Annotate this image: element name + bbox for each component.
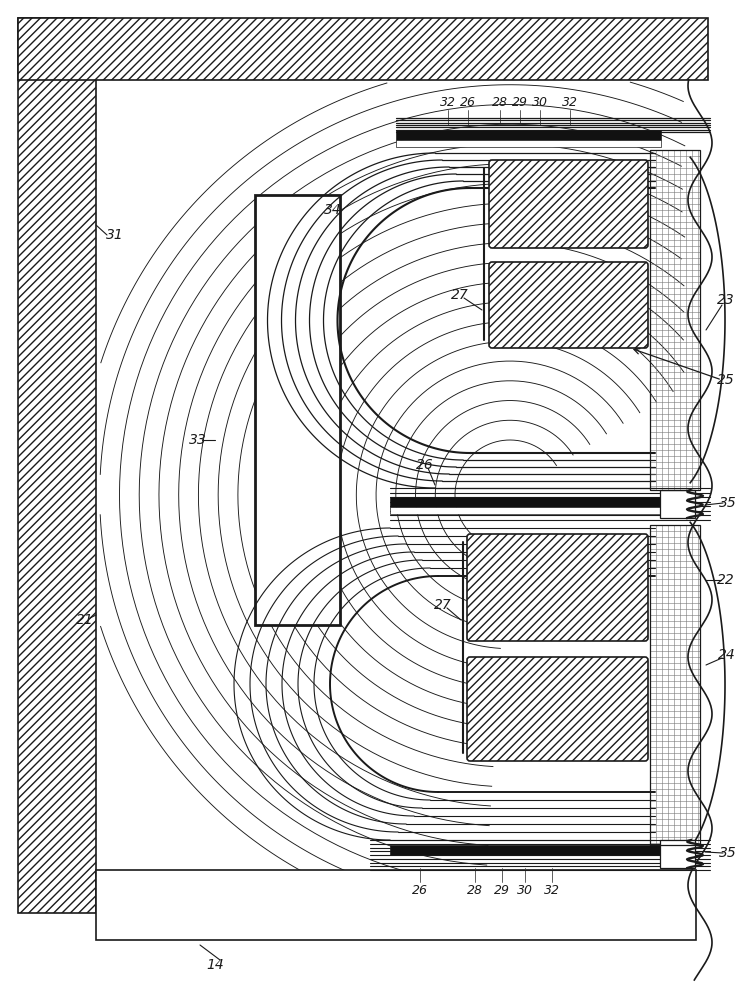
Text: 32: 32 [440,96,456,108]
Bar [390,507,660,514]
Text: 27: 27 [434,598,452,612]
FancyBboxPatch shape [467,534,648,641]
Text: 34: 34 [324,203,342,217]
Bar [396,130,661,140]
Text: 28: 28 [492,96,508,108]
Bar [96,80,701,915]
FancyBboxPatch shape [489,160,648,248]
Bar [660,490,695,518]
FancyBboxPatch shape [489,262,648,348]
Text: 35: 35 [719,846,737,860]
Text: 29: 29 [494,884,510,896]
Text: 30: 30 [517,884,533,896]
Text: 25: 25 [717,373,735,387]
Text: 21: 21 [76,613,94,627]
Bar [660,840,695,868]
FancyBboxPatch shape [467,657,648,761]
Text: 23: 23 [717,293,735,307]
Text: 26: 26 [412,884,428,896]
Bar [390,845,660,855]
Text: 14: 14 [206,958,224,972]
Bar [255,195,340,625]
Text: 26: 26 [460,96,476,108]
Text: 28: 28 [467,884,483,896]
Text: 33: 33 [189,433,207,447]
Text: 26: 26 [416,458,434,472]
Text: 31: 31 [106,228,124,242]
Text: 30: 30 [532,96,548,108]
Text: 24: 24 [718,648,736,662]
Text: 29: 29 [512,96,528,108]
Bar [650,525,700,845]
Bar [96,870,696,940]
Bar [650,150,700,490]
Text: 22: 22 [717,573,735,587]
Text: 32: 32 [544,884,560,896]
Bar [18,18,96,913]
Bar [390,497,660,507]
Text: 35: 35 [719,496,737,510]
Text: 32: 32 [562,96,578,108]
Text: 27: 27 [451,288,469,302]
Bar [396,140,661,147]
Bar [18,18,708,80]
